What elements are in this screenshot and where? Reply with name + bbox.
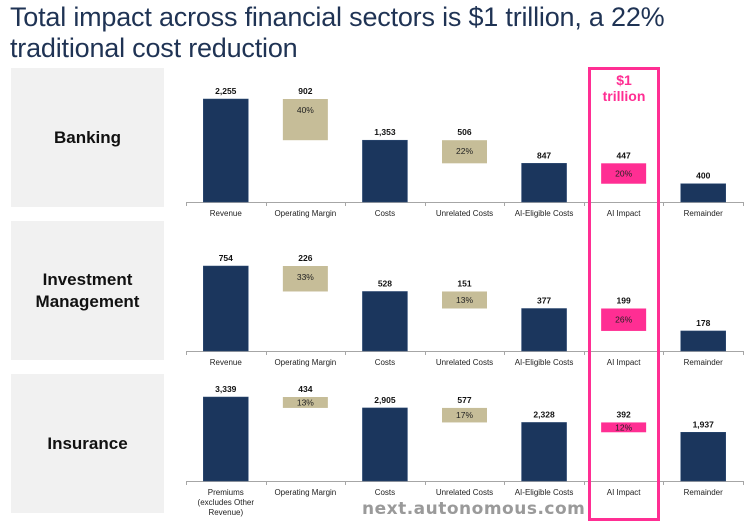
bar-costs <box>362 291 408 352</box>
data-label: 434 <box>298 384 312 394</box>
x-tick-label: AI Impact <box>607 209 642 218</box>
data-label: 1,937 <box>693 419 715 429</box>
x-tick-label: Unrelated Costs <box>436 488 493 497</box>
percent-label: 13% <box>297 397 314 407</box>
bar-costs <box>362 139 408 203</box>
percent-label: 17% <box>456 410 473 420</box>
highlight-annotation-line2: trillion <box>602 88 646 104</box>
sector-panel-investment-management: Investment Management <box>11 221 164 360</box>
x-tick-label: Revenue <box>210 358 243 367</box>
bar-operating-margin <box>282 266 328 292</box>
x-tick-label: AI-Eligible Costs <box>515 358 574 367</box>
data-label: 199 <box>617 296 631 306</box>
bar-unrelated-costs <box>442 407 487 423</box>
bar-unrelated-costs <box>442 291 487 309</box>
highlight-annotation-line1: $1 <box>616 72 632 88</box>
x-tick-label: Operating Margin <box>274 488 336 497</box>
x-tick-label: Costs <box>375 358 395 367</box>
bar-costs <box>362 407 408 482</box>
bar-ai-eligible-costs <box>521 422 567 482</box>
bar-unrelated-costs <box>442 140 487 164</box>
x-tick-label: Revenue) <box>208 508 243 517</box>
data-label: 178 <box>696 318 710 328</box>
percent-label: 20% <box>615 169 632 179</box>
data-label: 2,905 <box>374 395 396 405</box>
percent-label: 22% <box>456 146 473 156</box>
page-title: Total impact across financial sectors is… <box>10 2 665 63</box>
data-label: 377 <box>537 296 551 306</box>
percent-label: 26% <box>615 315 632 325</box>
bar-revenue <box>203 98 249 203</box>
bar-premiums-excludes-other-revenue <box>203 396 249 482</box>
data-label: 528 <box>378 278 392 288</box>
percent-label: 13% <box>456 295 473 305</box>
x-tick-label: Remainder <box>684 209 723 218</box>
x-tick-label: AI Impact <box>607 488 642 497</box>
x-tick-label: Operating Margin <box>274 209 336 218</box>
sector-panel-insurance: Insurance <box>11 374 164 513</box>
bar-operating-margin <box>282 99 328 141</box>
percent-label: 40% <box>297 105 314 115</box>
data-label: 400 <box>696 171 710 181</box>
bar-ai-impact <box>601 308 647 331</box>
data-label: 506 <box>457 127 471 137</box>
x-tick-label: Unrelated Costs <box>436 358 493 367</box>
bar-ai-impact <box>601 163 647 184</box>
x-tick-label: Revenue <box>210 209 243 218</box>
x-tick-label: Unrelated Costs <box>436 209 493 218</box>
highlight-annotation: $1 trillion <box>588 72 660 104</box>
data-label: 2,255 <box>215 86 237 96</box>
x-tick-label: Operating Margin <box>274 358 336 367</box>
percent-label: 33% <box>297 272 314 282</box>
x-tick-label: Costs <box>375 209 395 218</box>
bar-operating-margin <box>282 397 328 408</box>
sector-label: Insurance <box>47 433 128 453</box>
data-label: 226 <box>298 253 312 263</box>
bar-remainder <box>680 432 726 482</box>
x-tick-label: (excludes Other <box>198 498 255 507</box>
bar-ai-eligible-costs <box>521 308 567 352</box>
data-label: 902 <box>298 86 312 96</box>
bar-ai-eligible-costs <box>521 163 567 203</box>
sector-panel-banking: Banking <box>11 68 164 207</box>
sector-label: Investment Management <box>35 269 140 311</box>
x-tick-label: AI-Eligible Costs <box>515 209 574 218</box>
bar-revenue <box>203 265 249 352</box>
data-label: 847 <box>537 150 551 160</box>
x-tick-label: Costs <box>375 488 395 497</box>
bar-remainder <box>680 183 726 203</box>
data-label: 151 <box>457 278 471 288</box>
watermark: next.autonomous.com <box>362 499 586 519</box>
x-tick-label: Remainder <box>684 488 723 497</box>
x-tick-label: Remainder <box>684 358 723 367</box>
data-label: 1,353 <box>374 127 396 137</box>
percent-label: 12% <box>615 422 632 432</box>
data-label: 754 <box>219 253 233 263</box>
x-tick-label: Premiums <box>208 488 244 497</box>
data-label: 392 <box>617 409 631 419</box>
bar-ai-impact <box>601 422 647 433</box>
sector-label: Banking <box>53 127 122 147</box>
data-label: 3,339 <box>215 384 237 394</box>
x-tick-label: AI-Eligible Costs <box>515 488 574 497</box>
data-label: 447 <box>617 150 631 160</box>
ai-impact-highlight-box <box>588 67 660 521</box>
data-label: 2,328 <box>533 409 555 419</box>
data-label: 577 <box>457 395 471 405</box>
x-tick-label: AI Impact <box>607 358 642 367</box>
bar-remainder <box>680 330 726 352</box>
